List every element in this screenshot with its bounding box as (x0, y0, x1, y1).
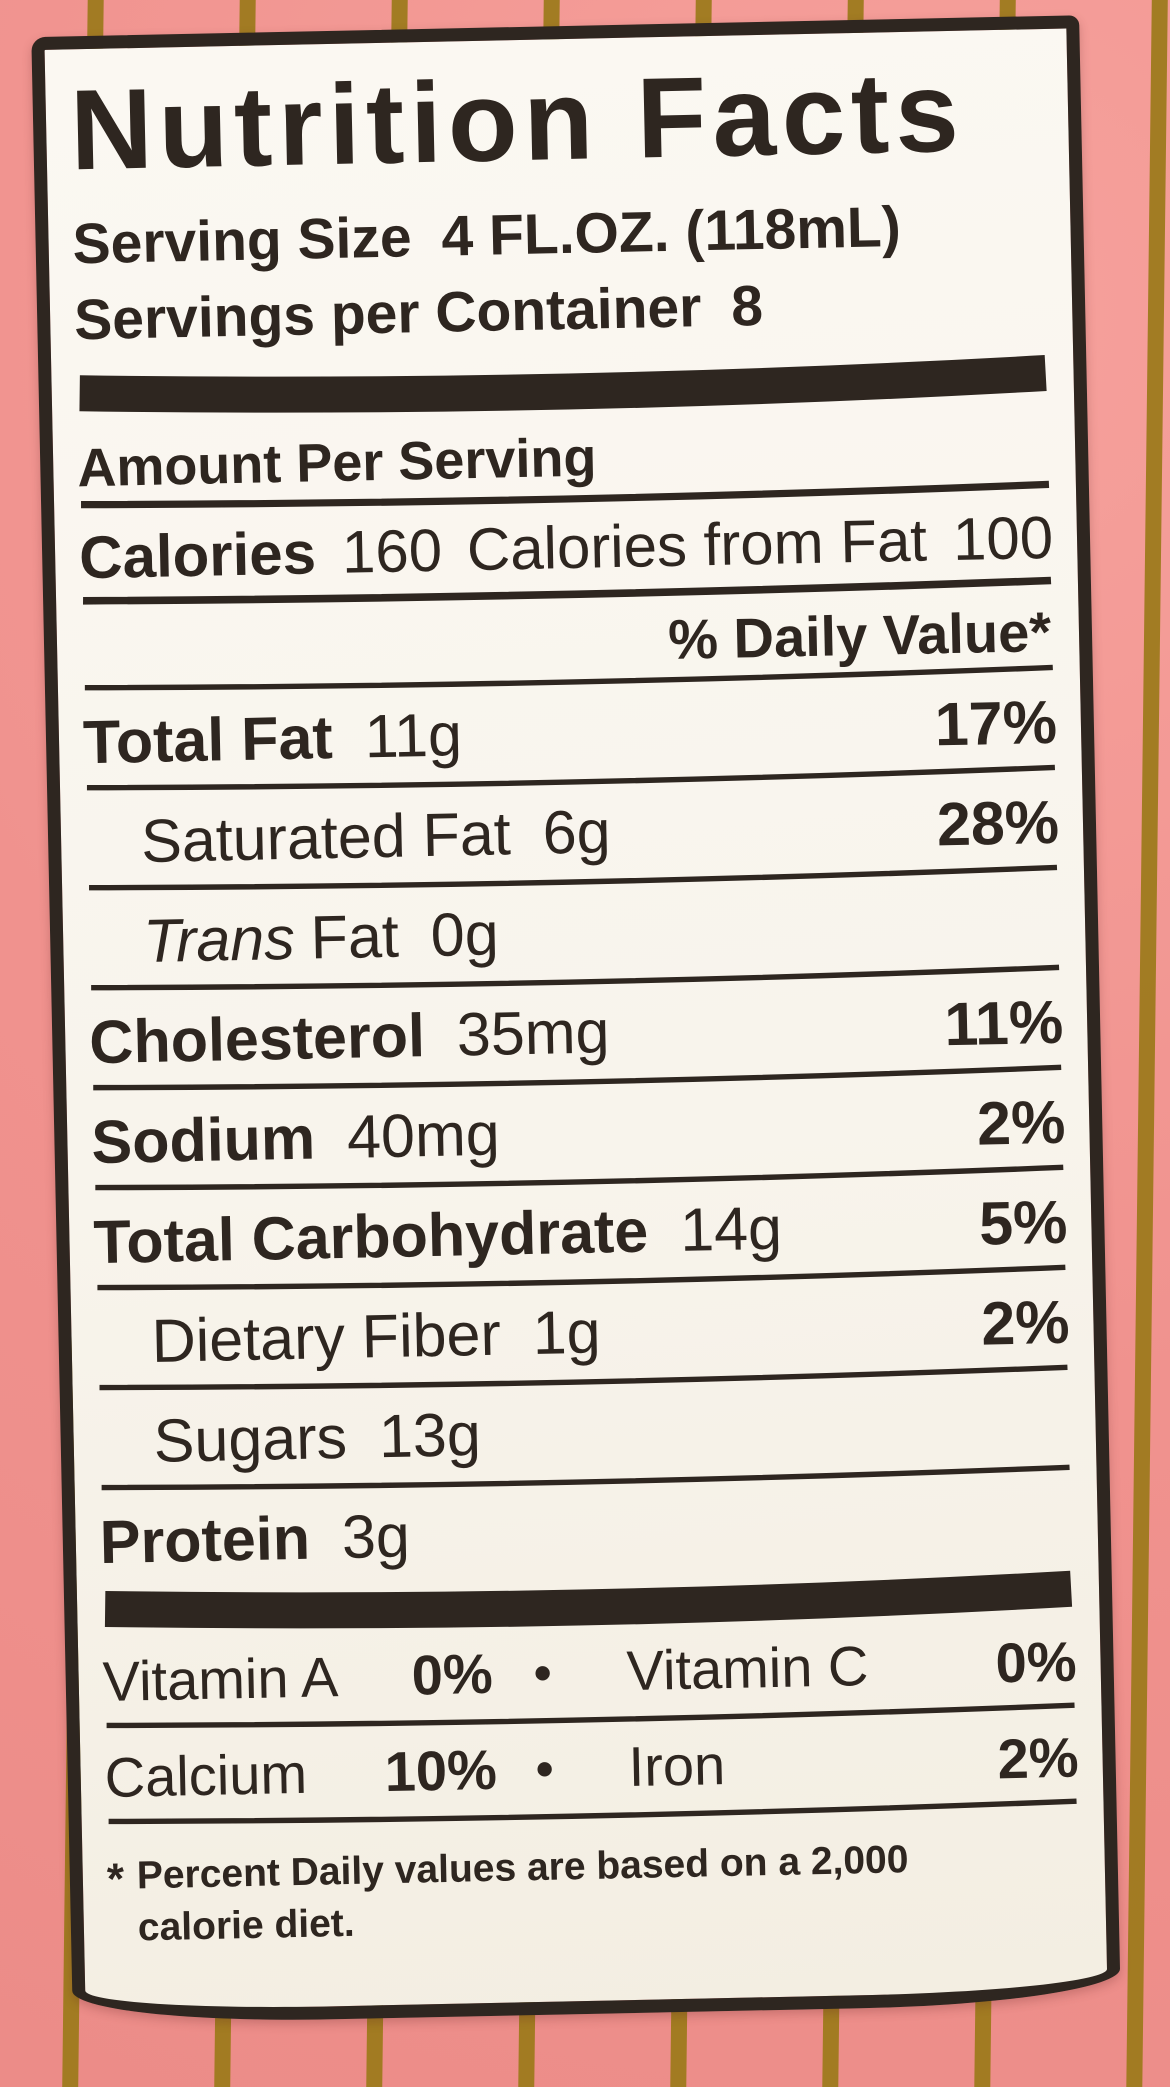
calories-from-fat-value: 100 (952, 503, 1054, 573)
label-content: Nutrition Facts Serving Size 4 FL.OZ. (11… (45, 29, 1108, 2012)
serving-size-value: 4 FL.OZ. (118mL) (440, 195, 902, 269)
nutrient-name: Trans Fat (87, 901, 400, 978)
thick-divider-bar (79, 355, 1047, 414)
separator-rule (82, 576, 1052, 605)
nutrition-facts-label: Nutrition Facts Serving Size 4 FL.OZ. (11… (31, 15, 1121, 2025)
nutrient-amount: 11g (363, 700, 463, 771)
bullet-separator: • (535, 1740, 555, 1797)
nutrient-daily-value: 28% (936, 787, 1060, 859)
micronutrient-value: 2% (996, 1726, 1080, 1791)
nutrient-amount: 40mg (346, 1099, 501, 1171)
nutrient-amount: 13g (378, 1399, 482, 1471)
separator-rule (93, 1064, 1062, 1091)
servings-per-container-label: Servings per Container (73, 275, 702, 353)
nutrient-daily-value: 2% (980, 1287, 1071, 1358)
nutrient-name: Total Fat (82, 702, 334, 777)
nutrient-amount: 3g (341, 1501, 411, 1571)
separator-rule (95, 1164, 1064, 1191)
separator-rule (84, 664, 1053, 691)
nutrient-name: Total Carbohydrate (92, 1196, 649, 1277)
micronutrient-name: Iron (627, 1733, 726, 1799)
separator-rule (106, 1702, 1075, 1729)
label-title: Nutrition Facts (68, 48, 966, 195)
separator-rule (81, 480, 1050, 509)
nutrient-name: Saturated Fat (140, 799, 512, 875)
micronutrient-value: 10% (384, 1738, 498, 1804)
separator-rule (91, 964, 1060, 991)
serving-size-label: Serving Size (71, 205, 413, 277)
nutrient-daily-value: 11% (943, 987, 1064, 1059)
separator-rule (99, 1364, 1068, 1391)
daily-value-footnote: * Percent Daily values are based on a 2,… (106, 1830, 1082, 1955)
footnote-line: calorie diet. (137, 1901, 356, 1950)
nutrient-amount: 35mg (456, 997, 611, 1069)
micronutrient-name: Vitamin A (102, 1645, 339, 1714)
nutrient-daily-value: 17% (934, 687, 1058, 759)
nutrient-name: Protein (99, 1503, 311, 1576)
footnote-text: Percent Daily values are based on a 2,00… (136, 1834, 910, 1955)
servings-per-container-line: Servings per Container 8 (74, 267, 1049, 353)
separator-rule (101, 1464, 1070, 1491)
nutrient-amount: 14g (679, 1193, 783, 1264)
servings-per-container-value: 8 (730, 274, 764, 339)
bullet-separator: • (533, 1644, 552, 1701)
nutrient-daily-value: 2% (976, 1087, 1066, 1158)
micronutrient-name: Calcium (104, 1742, 308, 1810)
separator-rule (108, 1798, 1077, 1825)
nutrient-amount: 0g (430, 899, 500, 969)
micronutrient-value: 0% (411, 1642, 494, 1707)
nutrient-name-rest: Fat (309, 901, 400, 972)
footnote-line: Percent Daily values are based on a 2,00… (136, 1838, 909, 1898)
calories-from-fat: Calories from Fat 100 (466, 503, 1054, 584)
nutrient-name: Cholesterol (88, 1001, 426, 1077)
micronutrient-name: Vitamin C (625, 1634, 869, 1703)
serving-size-line: Serving Size 4 FL.OZ. (118mL) (72, 191, 1047, 277)
nutrient-name-italic: Trans (142, 903, 296, 975)
separator-rule (86, 764, 1056, 791)
calories-value: 160 (341, 516, 443, 586)
micronutrient-value: 0% (994, 1630, 1078, 1695)
nutrient-name: Sugars (153, 1402, 348, 1475)
calories-from-fat-label: Calories from Fat (466, 506, 928, 584)
separator-rule (97, 1264, 1066, 1291)
nutrient-amount: 6g (541, 797, 612, 867)
separator-rule (89, 864, 1058, 891)
footnote-asterisk: * (106, 1854, 125, 1904)
nutrient-daily-value: 5% (978, 1187, 1069, 1258)
nutrient-name: Sodium (90, 1103, 316, 1177)
nutrient-amount: 1g (531, 1297, 602, 1367)
thick-divider-bar (104, 1570, 1073, 1629)
calories-label: Calories (78, 519, 317, 592)
nutrient-name: Dietary Fiber (150, 1299, 502, 1375)
